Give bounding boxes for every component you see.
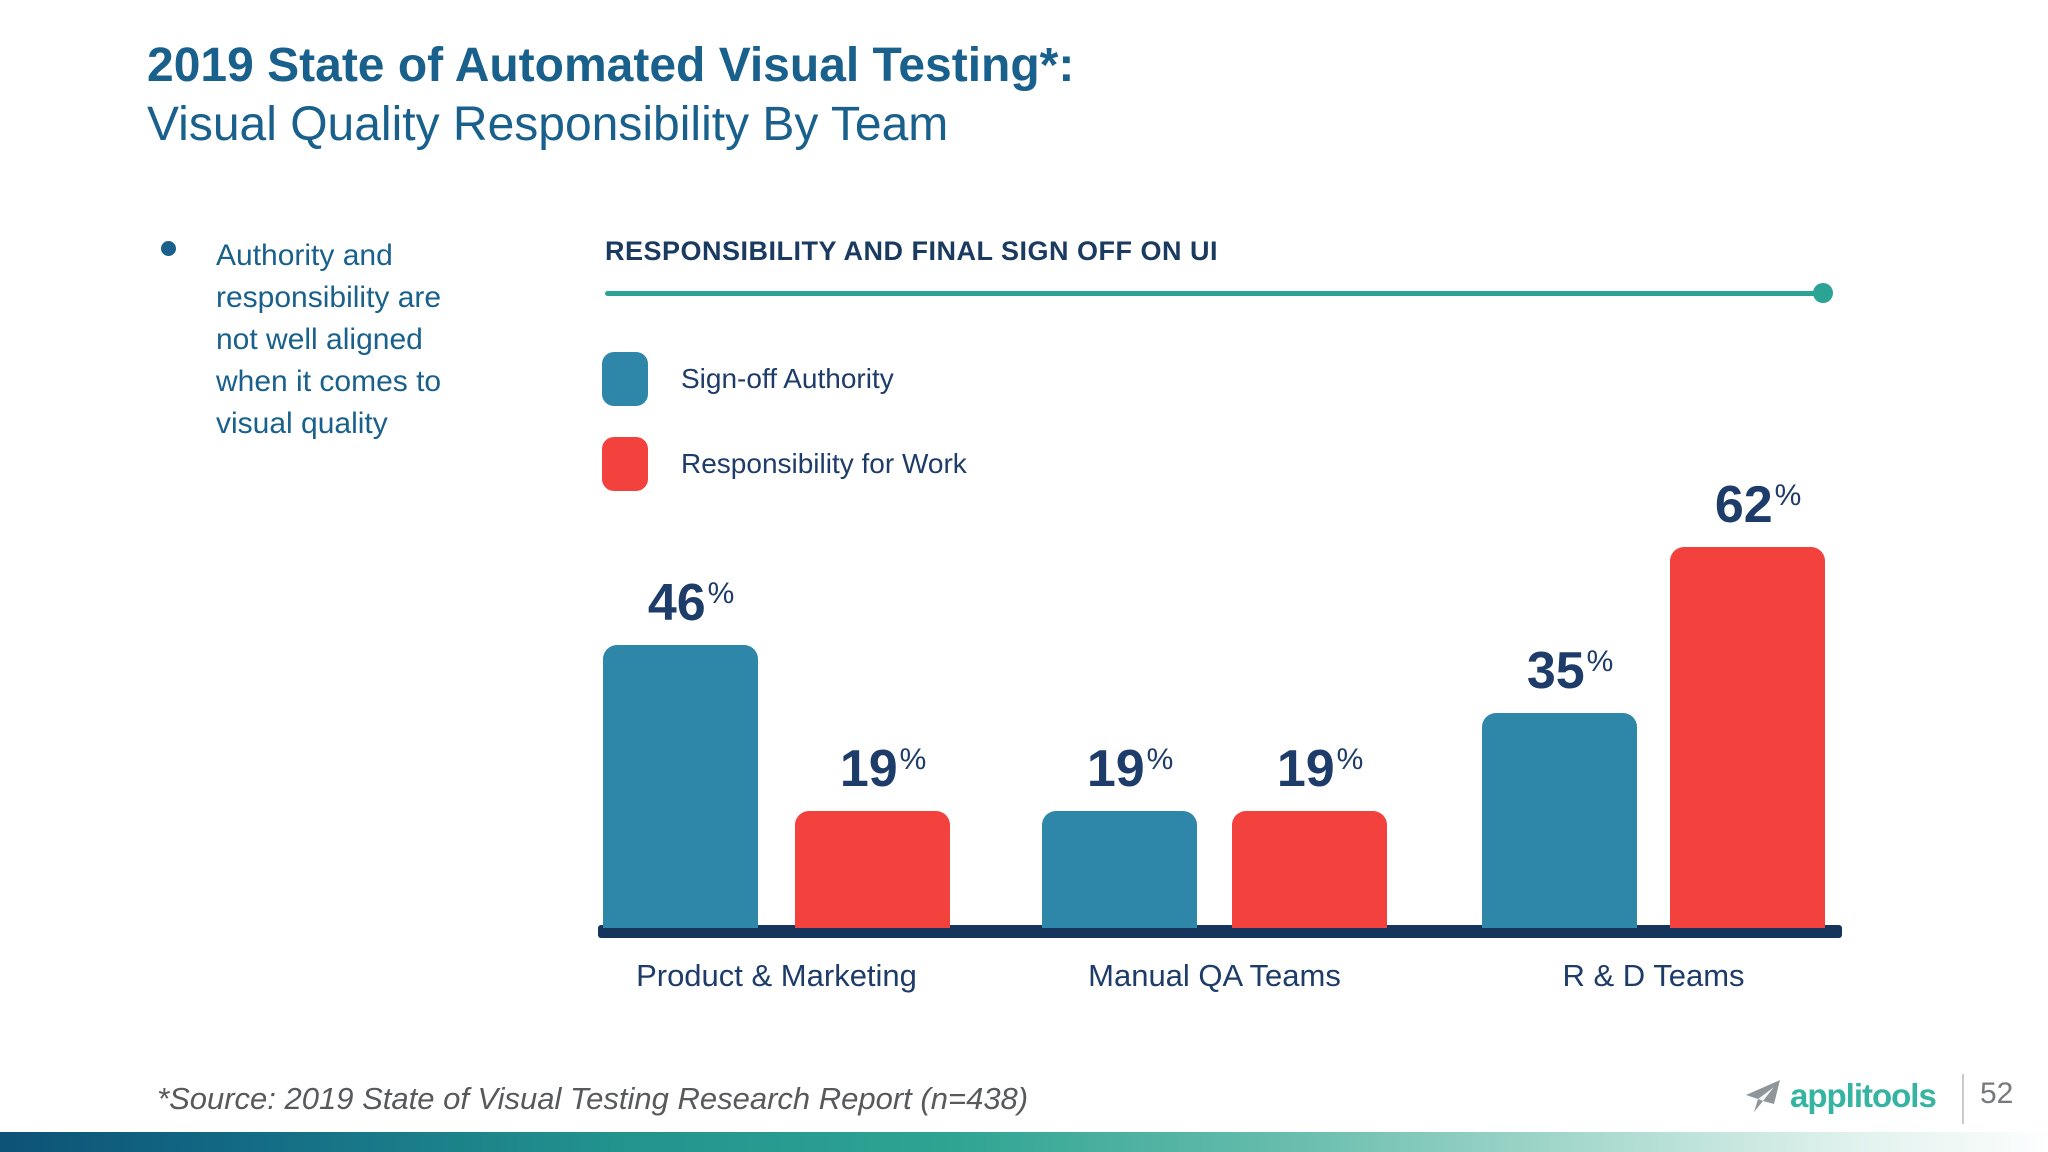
bullet-dot: [161, 241, 176, 256]
bar-value-label: 46%: [648, 577, 735, 629]
legend-swatch: [602, 352, 648, 406]
bar: [1670, 547, 1825, 928]
bar-value-label: 35%: [1527, 645, 1614, 697]
legend-item: Responsibility for Work: [602, 437, 967, 491]
page-number: 52: [1980, 1077, 2014, 1110]
bar-value-percent-sign: %: [1146, 743, 1174, 776]
page-title: 2019 State of Automated Visual Testing*:: [147, 39, 1075, 92]
chart-title-rule-dot: [1813, 283, 1833, 303]
source-note: *Source: 2019 State of Visual Testing Re…: [157, 1081, 1029, 1116]
bar-value-percent-sign: %: [1586, 645, 1614, 678]
paper-plane-icon: [1746, 1080, 1780, 1112]
chart-title-rule: [605, 291, 1823, 296]
bar-value-number: 19: [839, 740, 898, 798]
category-label: R & D Teams: [1562, 958, 1745, 993]
bar: [1232, 811, 1387, 928]
bar-value-label: 19%: [840, 743, 927, 795]
category-label: Product & Marketing: [636, 958, 917, 993]
bar-value-label: 19%: [1277, 743, 1364, 795]
title-block: 2019 State of Automated Visual Testing*:…: [147, 36, 1074, 154]
bar: [1482, 713, 1637, 928]
bar: [1042, 811, 1197, 928]
bar-value-label: 19%: [1087, 743, 1174, 795]
applitools-logo: applitools: [1744, 1077, 1937, 1115]
bottom-gradient-bar: [0, 1132, 2048, 1152]
page-number-separator: [1962, 1074, 1964, 1124]
x-axis-line: [598, 925, 1842, 938]
chart-title: RESPONSIBILITY AND FINAL SIGN OFF ON UI: [605, 236, 1219, 266]
page-subtitle: Visual Quality Responsibility By Team: [147, 98, 949, 151]
bar: [795, 811, 950, 928]
bar: [603, 645, 758, 928]
legend-label: Sign-off Authority: [681, 363, 894, 394]
bar-value-percent-sign: %: [707, 577, 735, 610]
legend-swatch: [602, 437, 648, 491]
bullet-text: Authority and responsibility are not wel…: [216, 239, 442, 440]
bar-value-percent-sign: %: [1336, 743, 1364, 776]
bar-value-number: 46: [647, 574, 706, 632]
bar-value-percent-sign: %: [1774, 479, 1802, 512]
bar-value-label: 62%: [1715, 479, 1802, 531]
logo-wordmark: applitools: [1790, 1077, 1937, 1114]
chart-legend: Sign-off Authority Responsibility for Wor…: [602, 352, 967, 522]
category-label: Manual QA Teams: [1088, 958, 1341, 993]
bar-value-number: 62: [1714, 476, 1773, 534]
bar-value-number: 35: [1526, 642, 1585, 700]
legend-item: Sign-off Authority: [602, 352, 967, 406]
bar-value-percent-sign: %: [899, 743, 927, 776]
bar-value-number: 19: [1086, 740, 1145, 798]
bar-value-number: 19: [1276, 740, 1335, 798]
legend-label: Responsibility for Work: [681, 448, 967, 479]
